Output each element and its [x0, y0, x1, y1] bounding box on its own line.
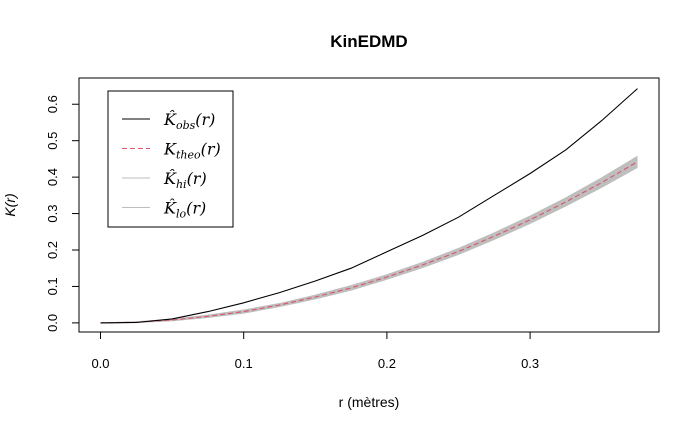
y-tick-label: 0.6: [45, 95, 60, 113]
y-tick-label: 0.1: [45, 277, 60, 295]
y-tick-label: 0.3: [45, 205, 60, 223]
chart-title: KinEDMD: [330, 32, 407, 51]
series-line-theo: [100, 161, 638, 324]
legend-box: [107, 90, 234, 228]
x-tick-label: 0.3: [521, 356, 539, 371]
y-axis: 0.0 0.1 0.2 0.3 0.4 0.5 0.6: [45, 95, 80, 332]
series-line-obs: [100, 88, 638, 324]
series-line-hi: [100, 155, 638, 324]
y-axis-label: K(r): [2, 193, 18, 216]
x-tick-label: 0.0: [91, 356, 109, 371]
legend-label-obs: K̂obs(r): [163, 110, 215, 132]
legend-label-lo: K̂lo(r): [163, 199, 206, 221]
x-axis-label: r (mètres): [339, 394, 400, 410]
x-tick-label: 0.1: [235, 356, 253, 371]
x-axis: 0.0 0.1 0.2 0.3: [91, 331, 539, 371]
y-tick-label: 0.4: [45, 168, 60, 186]
legend: K̂obs(r) Ktheo(r) K̂hi(r) K̂lo(r): [107, 90, 234, 228]
x-tick-label: 0.2: [378, 356, 396, 371]
y-tick-label: 0.2: [45, 241, 60, 259]
y-tick-label: 0.0: [45, 314, 60, 332]
legend-label-hi: K̂hi(r): [163, 169, 207, 191]
series-line-lo: [100, 166, 638, 324]
series-layer: [100, 88, 638, 324]
y-tick-label: 0.5: [45, 132, 60, 150]
legend-label-theo: Ktheo(r): [163, 140, 221, 162]
